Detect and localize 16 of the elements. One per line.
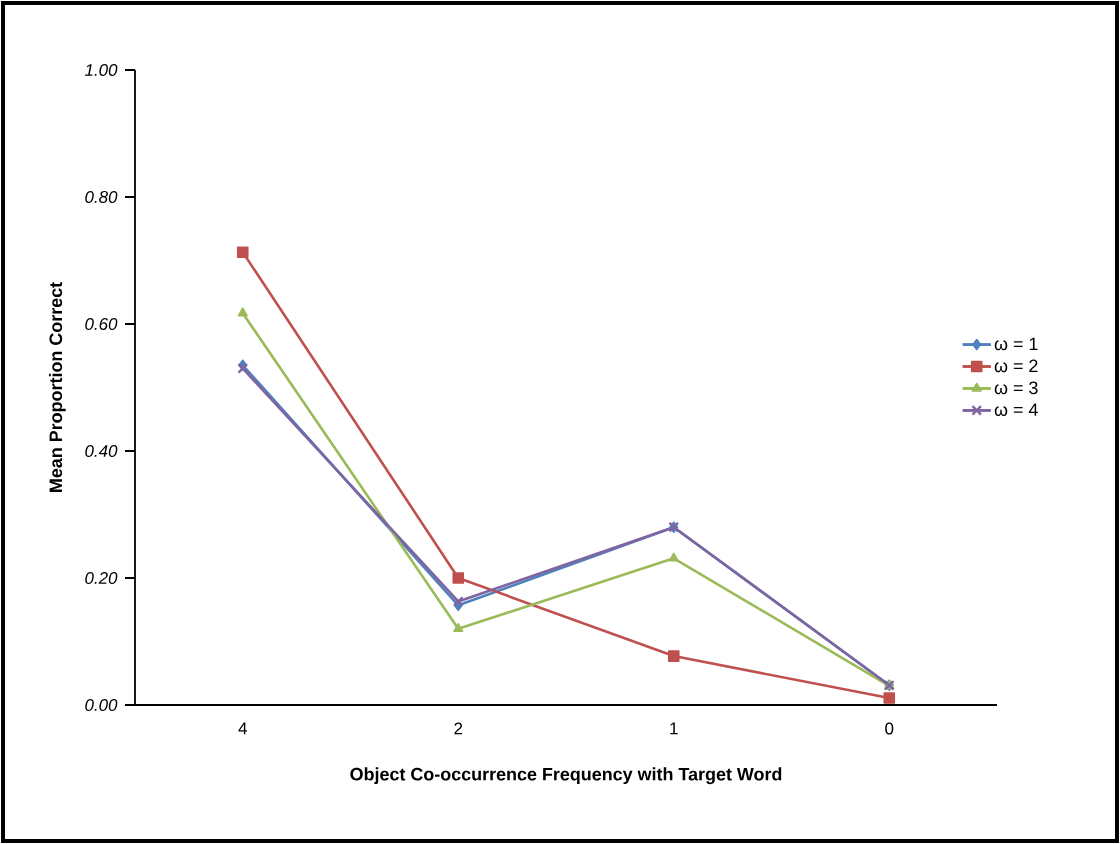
x-tick-label: 4 bbox=[238, 722, 247, 735]
y-tick-label: 0.80 bbox=[85, 190, 118, 203]
x-tick-label: 1 bbox=[670, 722, 678, 735]
y-tick-label: 0.20 bbox=[85, 571, 118, 584]
legend-label: ω = 2 bbox=[994, 359, 1038, 373]
x-axis-title: Object Co-occurrence Frequency with Target Word bbox=[350, 767, 782, 785]
y-axis-title: Mean Proportion Correct bbox=[48, 282, 66, 492]
y-tick-label: 1.00 bbox=[84, 63, 118, 76]
legend-label: ω = 4 bbox=[994, 403, 1038, 417]
y-tick-label: 0.40 bbox=[85, 444, 118, 457]
x-tick-label: 0 bbox=[885, 722, 894, 735]
legend-label: ω = 3 bbox=[994, 381, 1038, 395]
y-tick-label: 0.00 bbox=[85, 698, 118, 711]
y-tick-label: 0.60 bbox=[85, 317, 118, 330]
x-tick-label: 2 bbox=[454, 722, 463, 735]
legend-label: ω = 1 bbox=[994, 337, 1038, 351]
